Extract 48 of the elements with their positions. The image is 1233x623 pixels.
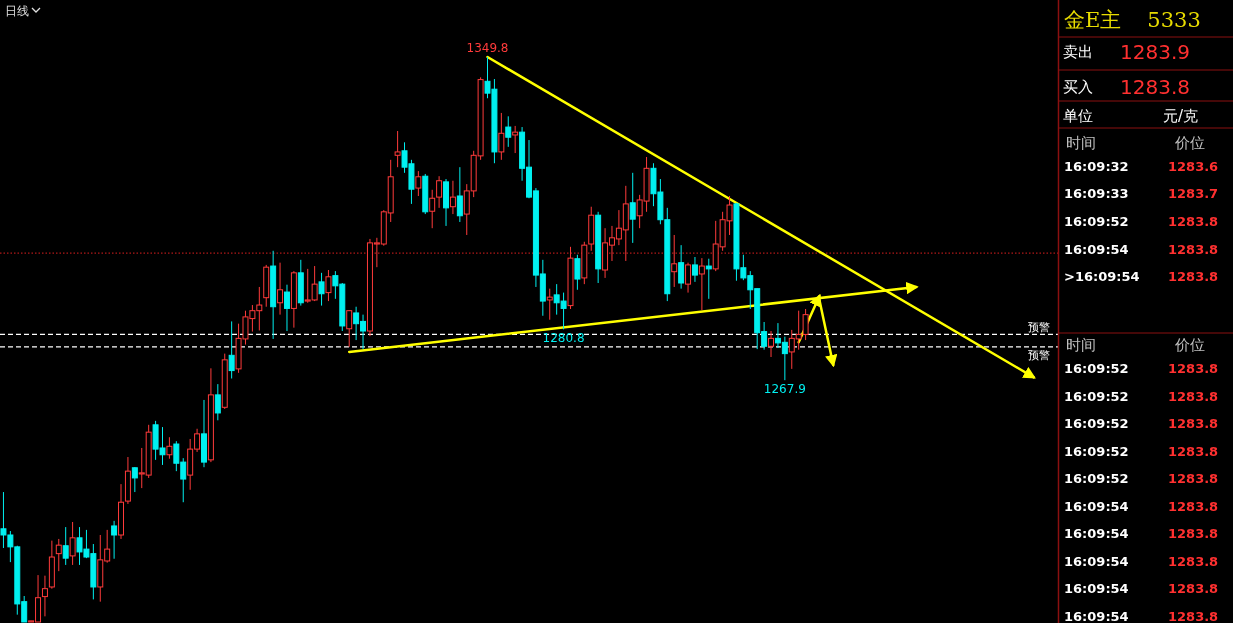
text: 1283.8 [1168,470,1219,486]
text: 单位 [1063,107,1093,125]
text: 1283.6 [1168,158,1219,174]
annotation: 1280.8 [542,331,585,346]
text: 16:09:52 [1064,470,1129,486]
text: 1283.8 [1168,268,1219,284]
text: 1283.8 [1168,388,1219,404]
text: 16:09:52 [1064,443,1129,459]
text: 1283.8 [1168,553,1219,569]
text: 16:09:52 [1064,360,1129,376]
text: 16:09:54 [1064,498,1129,514]
text: 时间 [1066,134,1096,152]
text: 元/克 [1163,107,1199,125]
text: 1283.8 [1168,608,1219,623]
text: 16:09:54 [1064,580,1129,596]
chart-title: 日线 [5,4,29,18]
text: 16:09:52 [1064,213,1129,229]
text: 16:09:54 [1064,553,1129,569]
text: 1283.8 [1168,525,1219,541]
ref-line-label: 预警 [1028,321,1050,335]
text: 1283.8 [1168,498,1219,514]
text: 16:09:54 [1064,608,1129,623]
text: 金E主 [1064,8,1122,32]
text: 1283.8 [1168,360,1219,376]
text: >16:09:54 [1064,268,1140,284]
text: 16:09:33 [1064,185,1129,201]
text: 1283.9 [1120,40,1190,64]
text: 价位 [1174,134,1205,152]
text: 16:09:52 [1064,415,1129,431]
text: 5333 [1147,8,1201,32]
text: 时间 [1066,336,1096,354]
text: 16:09:52 [1064,388,1129,404]
text: 价位 [1174,336,1205,354]
text: 1283.8 [1168,213,1219,229]
text: 1283.8 [1168,415,1219,431]
text: 1283.8 [1168,443,1219,459]
text: 1283.8 [1168,241,1219,257]
text: 16:09:54 [1064,525,1129,541]
annotation: 1349.8 [466,41,509,55]
ref-line-label: 预警 [1028,348,1050,362]
annotation: 1267.9 [763,382,806,397]
text: 16:09:32 [1064,158,1129,174]
text: 16:09:54 [1064,241,1129,257]
text: 1283.8 [1168,580,1219,596]
text: 卖出 [1063,43,1093,61]
text: 买入 [1063,78,1093,96]
text: 1283.7 [1168,185,1219,201]
text: 1283.8 [1120,75,1190,99]
